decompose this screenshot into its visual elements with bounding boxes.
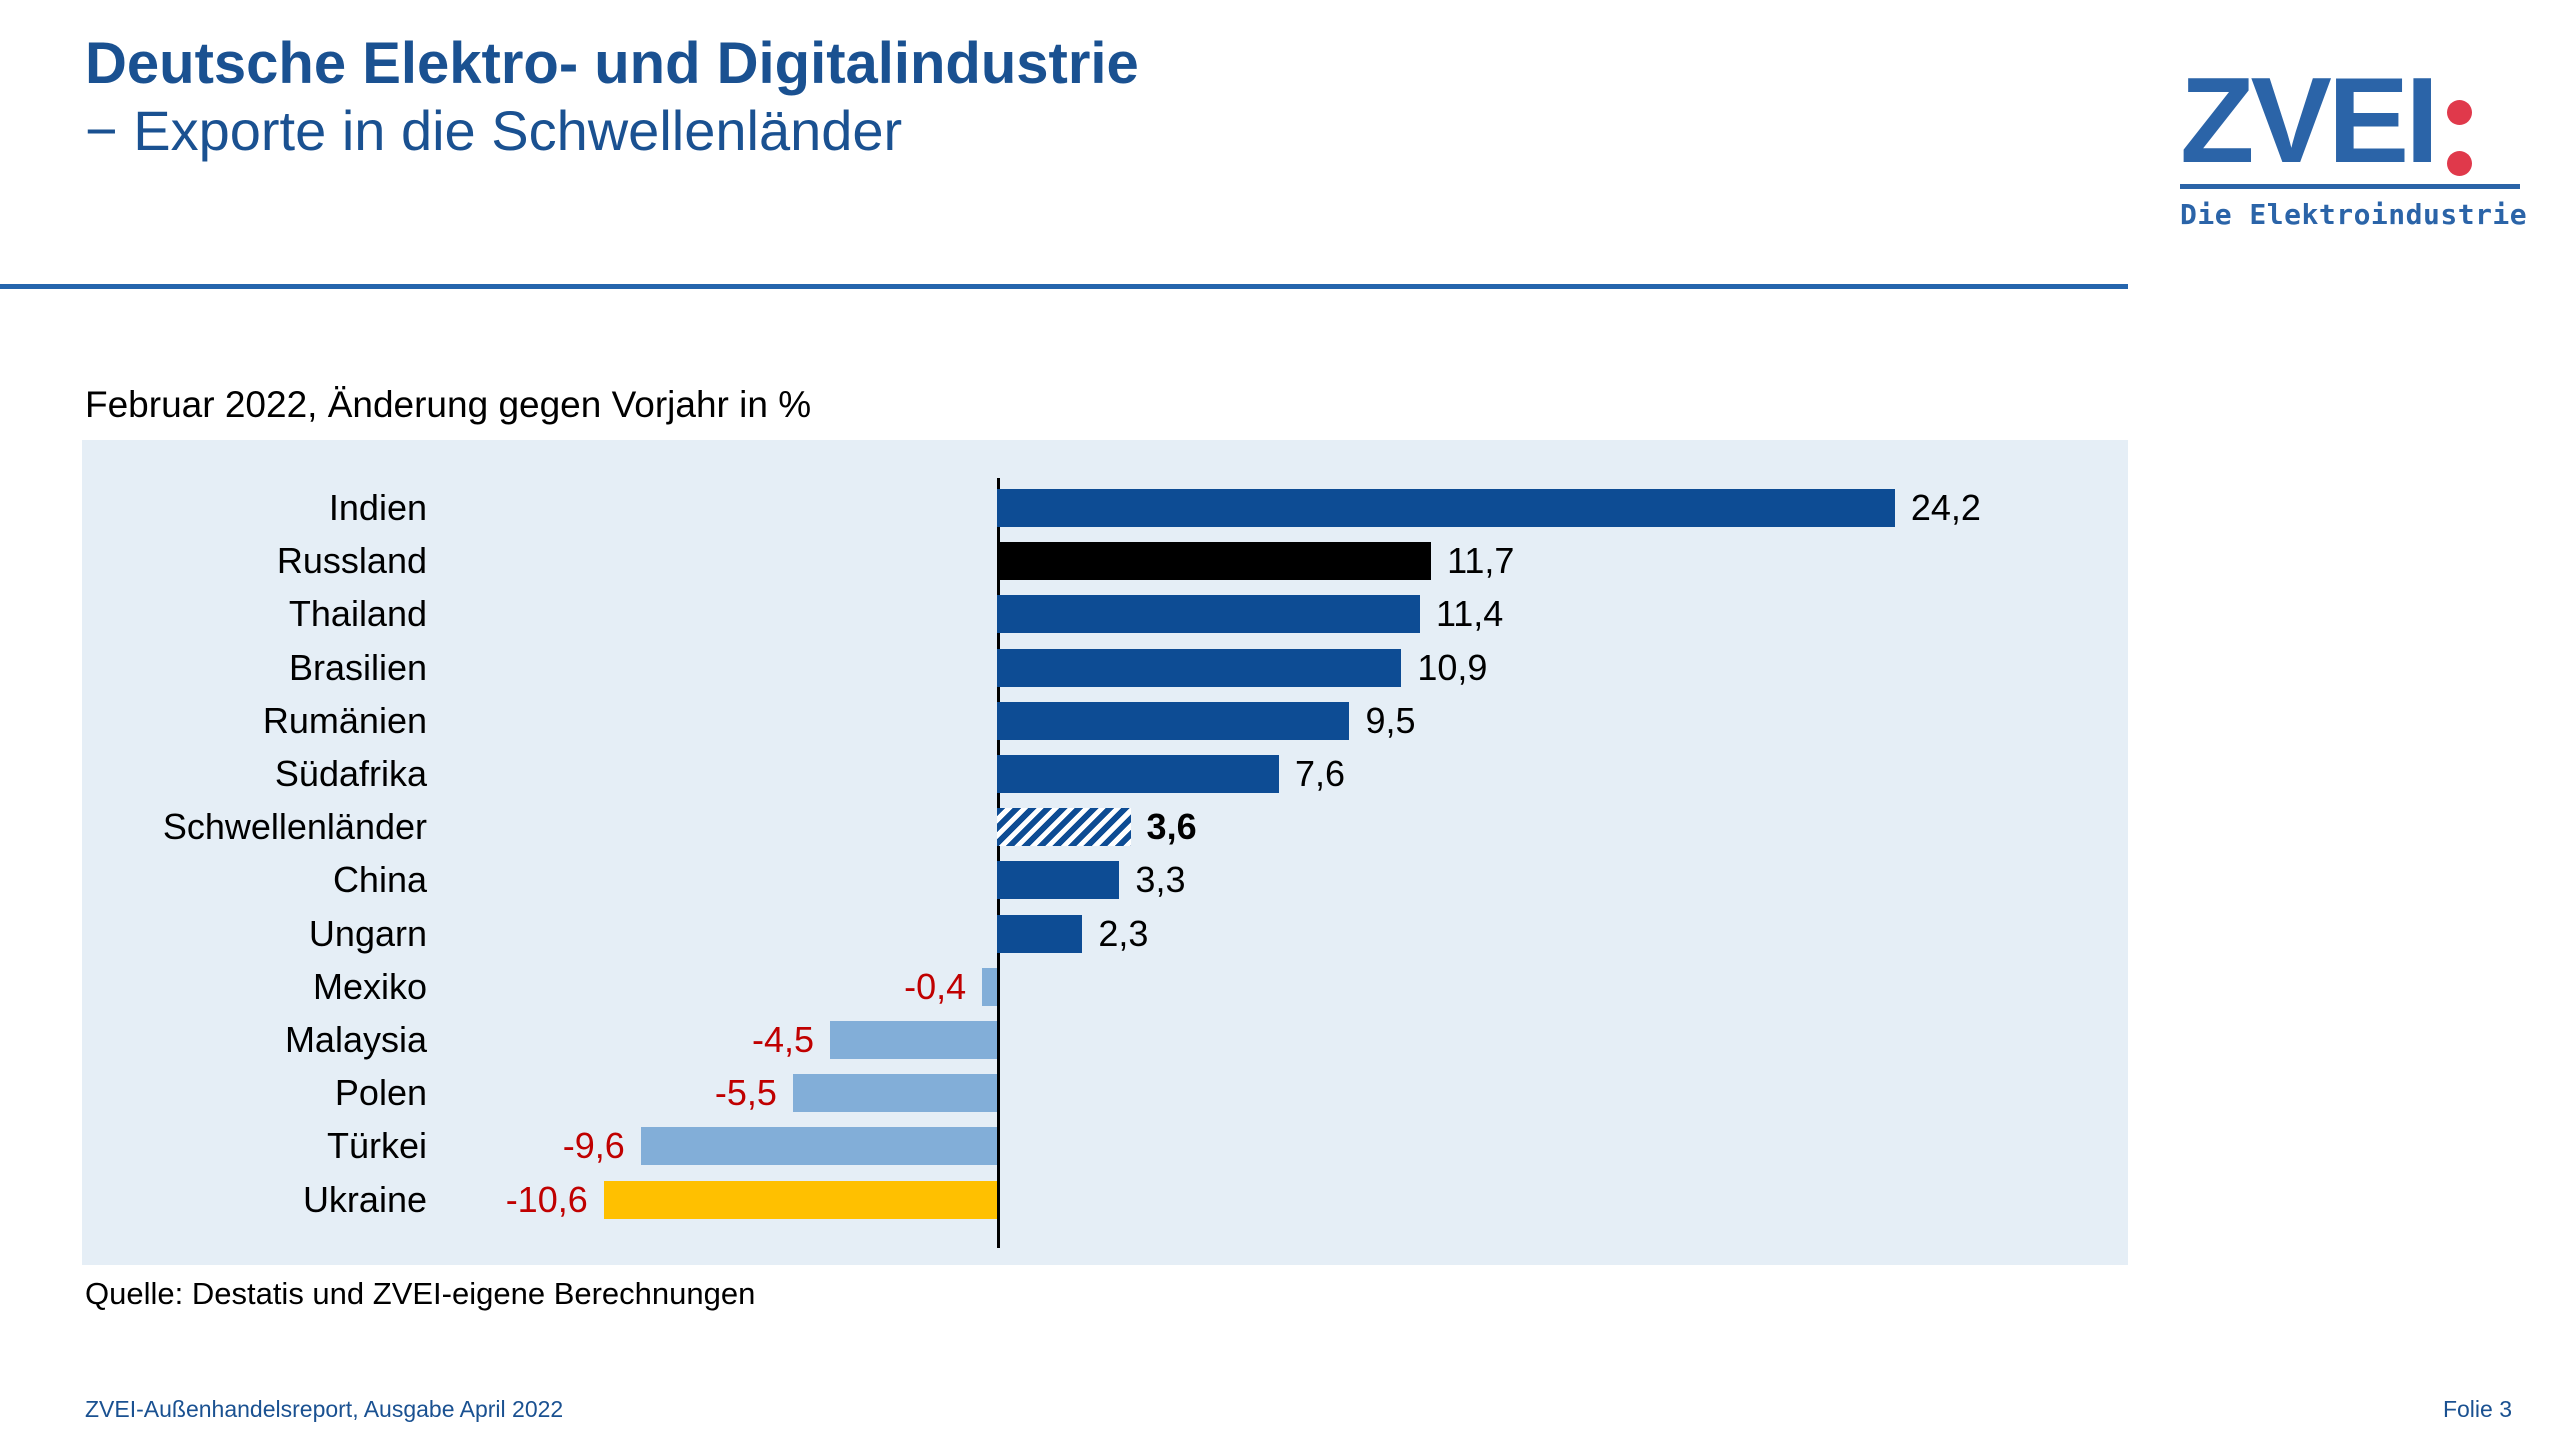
category-label: Indien: [328, 487, 427, 528]
category-label: Schwellenländer: [162, 806, 427, 848]
value-label: 24,2: [1910, 487, 1981, 528]
category-label: Russland: [276, 540, 427, 582]
category-label: Südafrika: [274, 753, 427, 794]
value-label: 11,7: [1447, 540, 1515, 582]
category-label: Ukraine: [302, 1178, 427, 1220]
value-label: 3,6: [1146, 806, 1197, 848]
bar-chart-plot-area: Indien 24,2 Russland 11,7 Thailand 11,4 Brasil…: [82, 440, 2128, 1265]
slide-footer: ZVEI-Außenhandelsreport, Ausgabe April 2…: [85, 1396, 2512, 1423]
value-label: 9,5: [1365, 699, 1416, 741]
bar-ungarn: [997, 914, 1083, 953]
bar-thailand: [997, 595, 1420, 634]
value-label: -4,5: [752, 1019, 815, 1060]
category-label: Mexiko: [312, 965, 427, 1007]
category-label: Thailand: [288, 593, 427, 635]
footer-report-name: ZVEI-Außenhandelsreport, Ausgabe April 2…: [85, 1396, 564, 1422]
value-label: -10,6: [505, 1178, 588, 1220]
bar-polen: [792, 1074, 997, 1113]
category-label: Rumänien: [262, 699, 427, 741]
bar-rumänien: [997, 701, 1350, 740]
footer-page-number: Folie 3: [2442, 1396, 2512, 1422]
logo-underline: [2180, 184, 2520, 189]
page-subtitle: − Exporte in die Schwellenländer: [85, 99, 903, 162]
category-label: Malaysia: [284, 1019, 427, 1060]
value-label: -0,4: [904, 965, 967, 1007]
bar-mexiko: [982, 967, 997, 1006]
chart-title: Februar 2022, Änderung gegen Vorjahr in …: [85, 384, 812, 425]
value-label: -5,5: [714, 1072, 777, 1114]
bar-russland: [997, 542, 1432, 581]
logo-tagline: Die Elektroindustrie: [2180, 198, 2528, 231]
value-label: 10,9: [1417, 646, 1488, 688]
bar-südafrika: [997, 755, 1279, 793]
bar-türkei: [640, 1127, 997, 1166]
value-label: 11,4: [1435, 593, 1504, 635]
category-label: Polen: [334, 1072, 427, 1114]
value-label: 3,3: [1135, 859, 1186, 901]
value-label: -9,6: [562, 1125, 625, 1167]
category-label: Ungarn: [308, 912, 427, 954]
bar-schwellenländer: [997, 808, 1131, 847]
source-note: Quelle: Destatis und ZVEI-eigene Berechn…: [85, 1276, 756, 1311]
logo-wordmark-row: ZVEI: [2180, 52, 2520, 188]
page-title: Deutsche Elektro- und Digitalindustrie: [85, 31, 1139, 96]
category-label: China: [332, 859, 427, 901]
bar-malaysia: [830, 1021, 997, 1059]
zvei-logo: ZVEI Die Elektroindustrie: [2180, 52, 2528, 231]
category-label: Türkei: [326, 1125, 427, 1167]
category-label: Brasilien: [288, 646, 427, 688]
logo-wordmark: ZVEI: [2180, 52, 2439, 188]
bar-brasilien: [997, 648, 1402, 687]
header-titles: Deutsche Elektro- und Digitalindustrie −…: [85, 30, 1139, 164]
bar-china: [997, 861, 1120, 900]
logo-colon-icon: [2447, 100, 2473, 176]
value-label: 7,6: [1294, 753, 1345, 794]
bar-indien: [997, 489, 1895, 527]
value-label: 2,3: [1098, 912, 1149, 954]
header-divider: [0, 284, 2128, 289]
bar-ukraine: [603, 1180, 997, 1219]
